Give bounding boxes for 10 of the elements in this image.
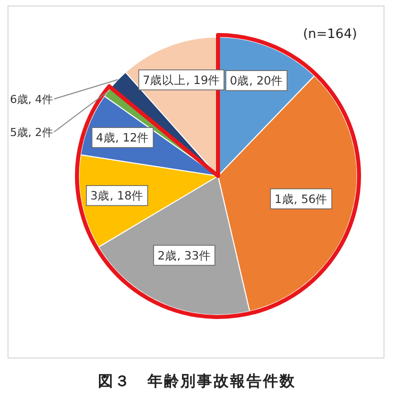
- slice-label: 5歳, 2件: [10, 126, 53, 139]
- slice-label: 7歳以上, 19件: [142, 72, 220, 87]
- slice-label: 1歳, 56件: [274, 192, 328, 206]
- slice-label: 2歳, 33件: [158, 248, 211, 262]
- text: 図３ 年齢別事故報告件数: [98, 372, 296, 390]
- text: (n=164): [302, 27, 358, 42]
- slice-label: 3歳, 18件: [90, 188, 144, 203]
- slice-label: 6歳, 4件: [10, 93, 53, 106]
- slice-label: 0歳, 20件: [230, 74, 284, 88]
- slice-label: 4歳, 12件: [96, 130, 150, 145]
